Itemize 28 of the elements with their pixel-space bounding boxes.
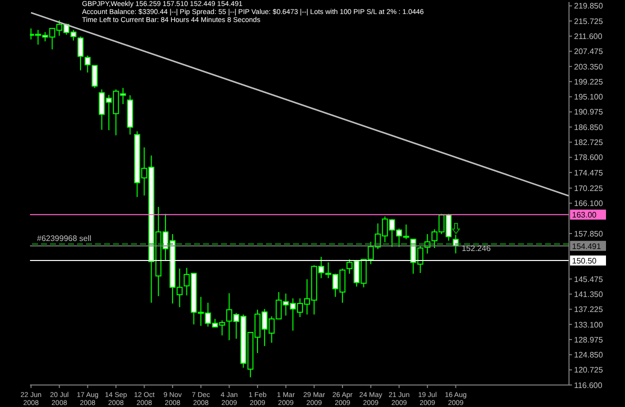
y-tick-label: 166.100 [574,199,604,208]
y-tick-label: 116.600 [574,380,603,390]
ref-line-label: 163.00 [572,210,598,220]
y-tick-label: 182.725 [574,138,604,148]
y-tick-label: 203.350 [574,62,604,72]
y-tick-label: 199.225 [574,77,604,86]
y-tick-label: 157.850 [574,229,604,238]
y-tick-label: 178.600 [574,153,604,162]
y-tick-label: 211.600 [574,32,603,41]
y-tick-label: 186.850 [574,122,604,132]
y-tick-label: 207.475 [574,47,604,56]
y-tick-label: 190.975 [574,108,604,117]
annotation: #62399968 sell [37,234,92,243]
y-tick-label: 219.850 [574,2,604,11]
y-tick-label: 137.225 [574,305,604,314]
ref-line-label: 150.50 [572,256,598,266]
y-tick-label: 170.225 [574,184,604,193]
y-tick-label: 174.475 [574,168,604,178]
y-tick-label: 128.975 [574,335,604,344]
annotation: 152.246 [462,244,492,254]
ref-line-label: 154.491 [572,242,602,251]
y-tick-label: 133.100 [574,320,604,330]
y-tick-label: 120.725 [574,366,604,375]
y-tick-label: 124.850 [574,350,604,360]
y-tick-label: 215.725 [574,16,604,26]
y-tick-label: 195.100 [574,92,604,102]
y-tick-label: 141.350 [574,290,604,299]
y-tick-label: 145.475 [574,274,604,284]
